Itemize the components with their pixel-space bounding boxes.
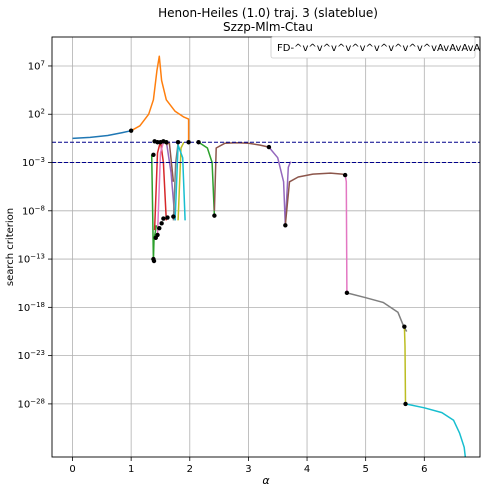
series-line-2 (130, 55, 190, 143)
data-point (161, 216, 166, 221)
series-line-17 (403, 326, 407, 404)
data-point (342, 172, 348, 178)
y-axis-ticks: 107 102 10−3 10−8 10−13 10−18 10−23 10−28 (17, 59, 52, 410)
series-line-12 (213, 141, 270, 211)
y-axis-label: search criterion (5, 208, 16, 286)
data-point (164, 140, 169, 145)
x-tick-label: 5 (362, 464, 368, 475)
data-point (159, 221, 164, 226)
series-line-11 (198, 141, 216, 216)
data-point (175, 140, 181, 145)
marker-layer (128, 128, 408, 407)
data-point (157, 225, 162, 231)
data-point (403, 401, 408, 407)
data-point (171, 214, 176, 219)
x-tick-label: 0 (69, 464, 75, 475)
x-tick-label: 4 (304, 464, 310, 475)
data-point (165, 215, 170, 220)
data-point (266, 144, 272, 150)
data-point (196, 140, 201, 145)
series-line-15 (344, 174, 348, 293)
chart-subtitle: Szzp-Mlm-Ctau (223, 20, 313, 34)
data-point (344, 290, 350, 296)
series-line-10 (174, 144, 186, 221)
legend-entry: FD-^v^v^v^v^v^v^v^v^v^vAvAvAvA (277, 43, 481, 54)
series-line-16 (346, 292, 408, 332)
series-line-18 (405, 403, 467, 458)
grid (52, 37, 480, 457)
x-tick-label: 6 (421, 464, 427, 475)
data-point (283, 223, 288, 228)
x-tick-label: 3 (245, 464, 251, 475)
series-line-7 (156, 142, 165, 235)
y-tick-label: 107 (28, 59, 45, 72)
threshold-layer (52, 141, 480, 164)
x-tick-label: 1 (128, 464, 134, 475)
series-line-14 (284, 172, 346, 226)
x-axis-ticks: 0 1 2 3 4 5 6 (69, 457, 427, 475)
series-line-1 (72, 129, 132, 140)
data-point (212, 213, 217, 218)
data-point (402, 324, 407, 329)
y-tick-label: 10−28 (17, 397, 45, 410)
y-tick-label: 10−23 (17, 349, 45, 362)
y-tick-label: 10−18 (17, 301, 45, 314)
chart-title: Henon-Heiles (1.0) traj. 3 (slateblue) (158, 6, 378, 20)
legend-box (270, 36, 476, 59)
data-point (186, 140, 191, 145)
plot-frame (51, 36, 481, 458)
series-line-9 (177, 141, 185, 221)
legend: FD-^v^v^v^v^v^v^v^v^v^vAvAvAvA (270, 36, 481, 59)
y-tick-label: 10−3 (22, 156, 45, 169)
series-line-13 (268, 146, 292, 227)
x-tick-label: 2 (187, 464, 193, 475)
data-point (151, 152, 156, 157)
y-tick-label: 10−13 (17, 253, 45, 266)
y-tick-label: 10−8 (22, 204, 45, 217)
y-tick-label: 102 (28, 108, 45, 121)
x-axis-label: α (262, 474, 270, 487)
data-point (128, 128, 134, 133)
data-point (155, 232, 160, 238)
data-point (151, 256, 156, 262)
